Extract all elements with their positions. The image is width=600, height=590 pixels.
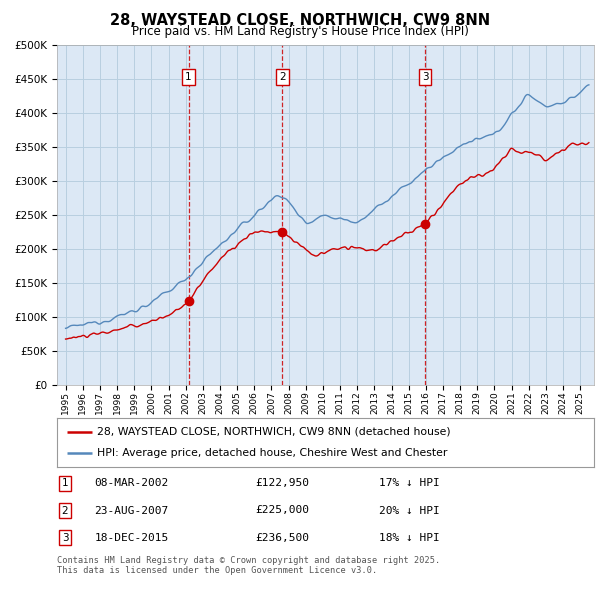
Text: 28, WAYSTEAD CLOSE, NORTHWICH, CW9 8NN: 28, WAYSTEAD CLOSE, NORTHWICH, CW9 8NN xyxy=(110,13,490,28)
Text: £236,500: £236,500 xyxy=(256,533,310,543)
Text: 1: 1 xyxy=(62,478,68,489)
Text: 2: 2 xyxy=(62,506,68,516)
Text: 3: 3 xyxy=(422,73,428,82)
Text: 28, WAYSTEAD CLOSE, NORTHWICH, CW9 8NN (detached house): 28, WAYSTEAD CLOSE, NORTHWICH, CW9 8NN (… xyxy=(97,427,451,437)
Text: 18-DEC-2015: 18-DEC-2015 xyxy=(95,533,169,543)
Text: 3: 3 xyxy=(62,533,68,543)
Text: 17% ↓ HPI: 17% ↓ HPI xyxy=(379,478,440,489)
Text: 08-MAR-2002: 08-MAR-2002 xyxy=(95,478,169,489)
Text: Contains HM Land Registry data © Crown copyright and database right 2025.
This d: Contains HM Land Registry data © Crown c… xyxy=(57,556,440,575)
Text: 20% ↓ HPI: 20% ↓ HPI xyxy=(379,506,440,516)
Text: 23-AUG-2007: 23-AUG-2007 xyxy=(95,506,169,516)
Text: 18% ↓ HPI: 18% ↓ HPI xyxy=(379,533,440,543)
Text: Price paid vs. HM Land Registry's House Price Index (HPI): Price paid vs. HM Land Registry's House … xyxy=(131,25,469,38)
Text: £122,950: £122,950 xyxy=(256,478,310,489)
Text: 1: 1 xyxy=(185,73,192,82)
Text: HPI: Average price, detached house, Cheshire West and Chester: HPI: Average price, detached house, Ches… xyxy=(97,448,448,458)
Text: £225,000: £225,000 xyxy=(256,506,310,516)
Text: 2: 2 xyxy=(279,73,286,82)
